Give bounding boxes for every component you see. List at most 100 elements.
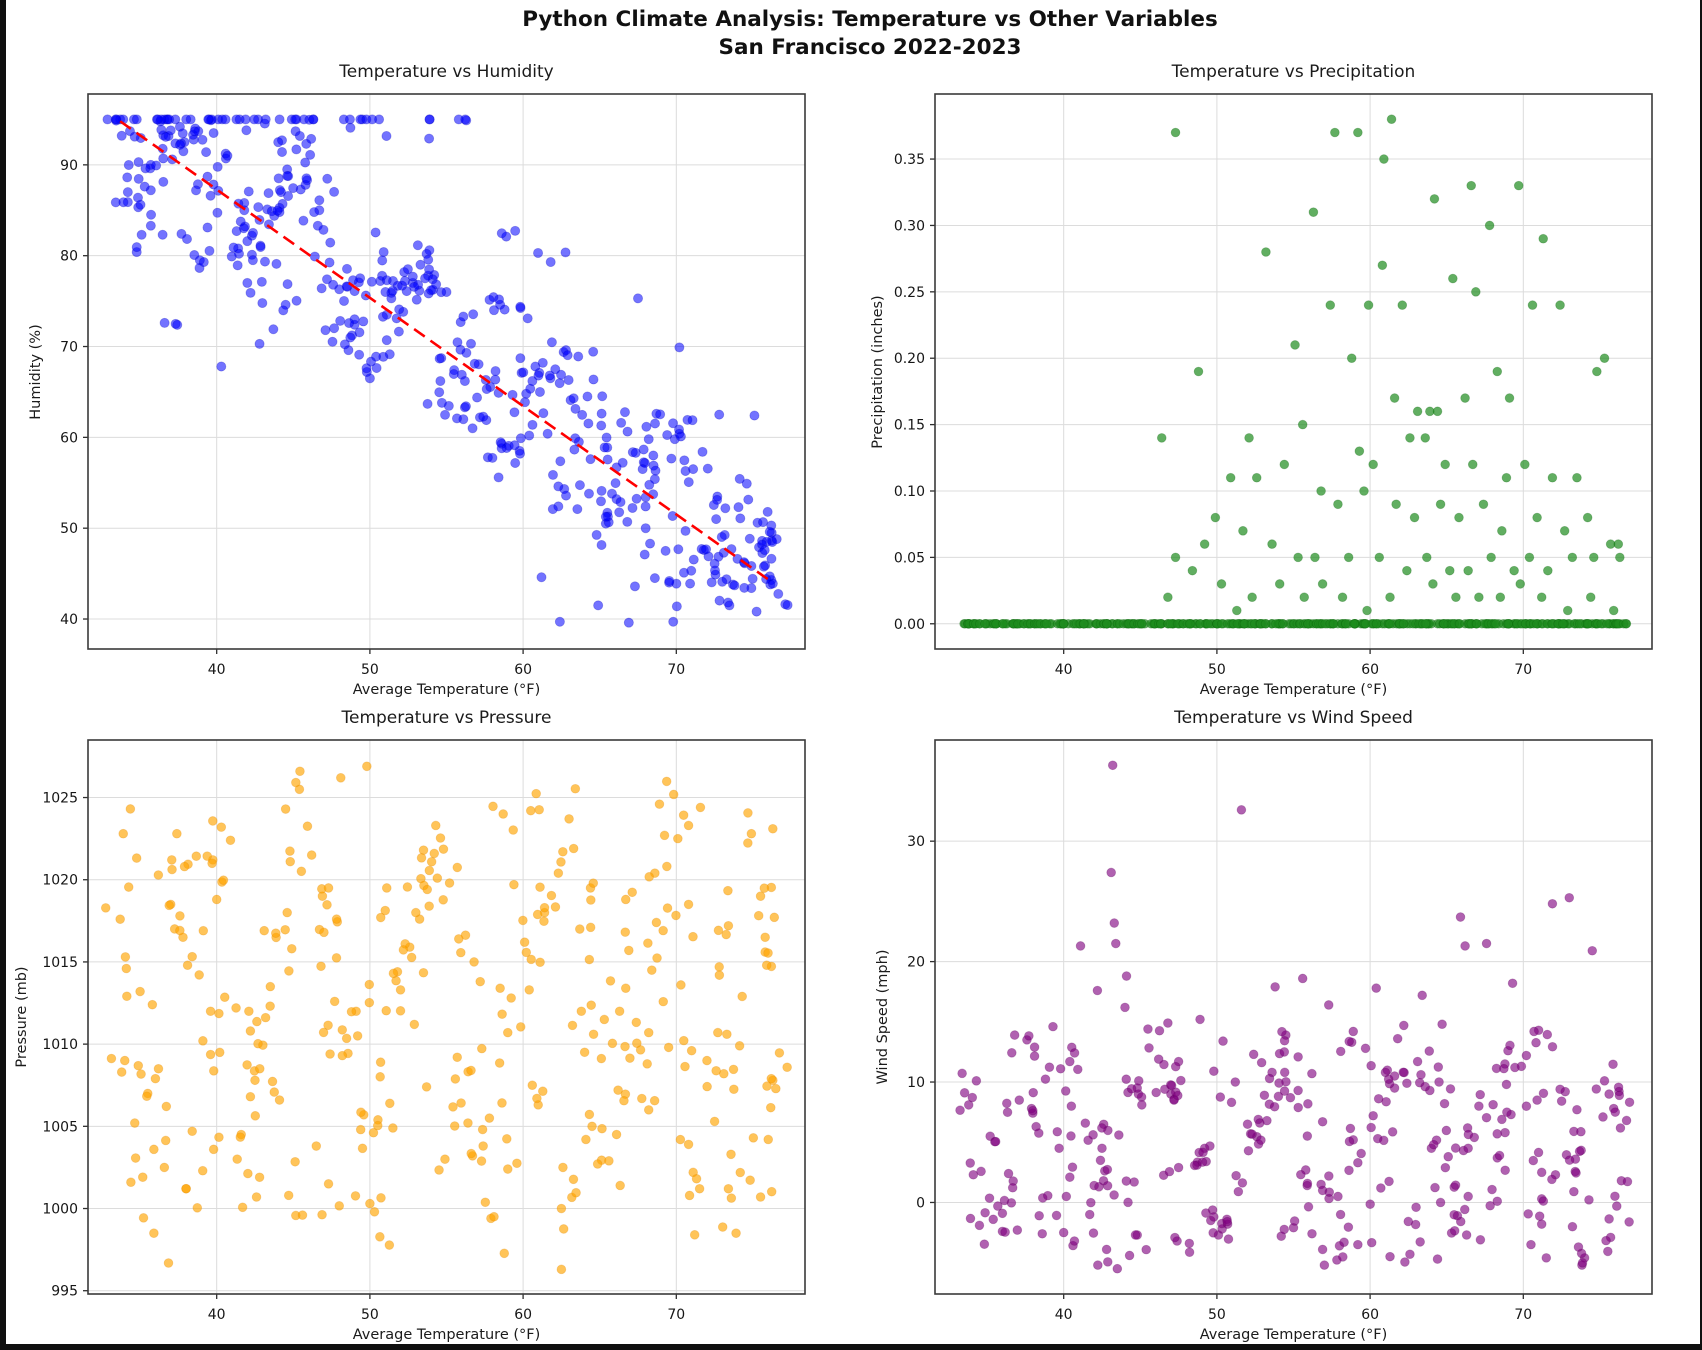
scatter-point xyxy=(1343,1222,1354,1232)
scatter-point xyxy=(282,279,293,290)
scatter-point xyxy=(424,133,435,144)
scatter-point xyxy=(495,437,506,448)
scatter-point xyxy=(585,922,596,933)
scatter-point xyxy=(1494,1150,1505,1161)
scatter-point xyxy=(309,251,320,262)
scatter-point xyxy=(1209,1066,1219,1076)
scatter-point xyxy=(671,601,682,612)
scatter-point xyxy=(341,1033,352,1044)
scatter-point xyxy=(1279,1035,1290,1046)
scatter-point xyxy=(1411,1202,1421,1213)
scatter-point xyxy=(766,1073,777,1084)
scatter-point xyxy=(285,856,296,867)
scatter-point xyxy=(172,828,182,839)
scatter-point xyxy=(495,983,505,994)
scatter-point xyxy=(440,409,451,420)
scatter-point xyxy=(680,1061,690,1072)
scatter-point xyxy=(632,1038,642,1049)
scatter-point xyxy=(630,447,641,458)
scatter-point xyxy=(1236,805,1247,815)
scatter-point xyxy=(1242,1119,1253,1129)
scatter-point xyxy=(371,362,382,373)
scatter-point xyxy=(713,551,724,562)
scatter-point xyxy=(515,301,526,312)
scatter-point xyxy=(291,144,302,155)
scatter-point xyxy=(1451,592,1461,603)
scatter-point xyxy=(1143,1024,1153,1034)
scatter-point xyxy=(1107,760,1118,771)
scatter-point xyxy=(684,1190,695,1201)
scatter-point xyxy=(1302,1131,1313,1141)
scatter-point xyxy=(1084,1209,1095,1220)
scatter-point xyxy=(317,1209,327,1220)
scatter-point xyxy=(568,393,579,404)
scatter-point xyxy=(595,496,606,507)
scatter-point xyxy=(1185,618,1195,629)
scatter-point xyxy=(1513,180,1524,191)
scatter-point xyxy=(1014,1095,1025,1105)
scatter-point xyxy=(1065,1056,1075,1067)
scatter-point xyxy=(329,996,340,1007)
scatter-point xyxy=(524,430,535,441)
scatter-point xyxy=(152,114,163,125)
scatter-point xyxy=(510,458,521,469)
scatter-point xyxy=(381,275,392,286)
scatter-point xyxy=(515,353,526,364)
scatter-point xyxy=(620,927,631,937)
scatter-point xyxy=(116,130,127,141)
scatter-point xyxy=(521,947,532,958)
scatter-point xyxy=(1123,1197,1133,1208)
scatter-point xyxy=(436,287,447,298)
scatter-point xyxy=(294,130,305,141)
scatter-point xyxy=(1256,1057,1267,1068)
scatter-point xyxy=(1299,592,1310,603)
scatter-point xyxy=(971,1076,982,1086)
scatter-point xyxy=(714,970,725,980)
subplot-title-pressure: Temperature vs Pressure xyxy=(341,708,552,728)
scatter-point xyxy=(535,882,545,892)
scatter-point xyxy=(1037,1228,1048,1239)
scatter-point xyxy=(502,1027,513,1038)
scatter-point xyxy=(735,513,746,524)
scatter-point xyxy=(187,951,197,962)
scatter-point xyxy=(285,846,295,856)
scatter-point xyxy=(1466,180,1477,191)
scatter-point xyxy=(1471,618,1482,629)
scatter-point xyxy=(290,1156,300,1167)
scatter-point xyxy=(1450,1143,1461,1153)
scatter-point xyxy=(302,821,313,832)
scatter-point xyxy=(687,415,698,426)
scatter-point xyxy=(1003,1168,1014,1179)
scatter-point xyxy=(1571,1168,1581,1178)
scatter-point xyxy=(638,444,649,455)
scatter-point xyxy=(375,1057,386,1068)
scatter-point xyxy=(596,408,607,419)
scatter-point xyxy=(131,853,142,863)
scatter-point xyxy=(298,215,309,226)
scatter-point xyxy=(591,529,602,540)
y-tick-label: 0.05 xyxy=(894,550,925,566)
scatter-point xyxy=(415,259,426,270)
scatter-point xyxy=(260,1012,271,1023)
scatter-point xyxy=(668,418,679,429)
scatter-point xyxy=(1440,1162,1451,1173)
scatter-point xyxy=(1075,941,1086,951)
scatter-point xyxy=(1474,1101,1484,1111)
scatter-point xyxy=(1267,539,1277,549)
scatter-point xyxy=(273,137,284,148)
scatter-point xyxy=(627,502,638,513)
scatter-point xyxy=(469,358,480,369)
scatter-point xyxy=(365,1198,375,1209)
scatter-point xyxy=(354,349,365,360)
scatter-point xyxy=(711,514,722,525)
scatter-point xyxy=(435,376,446,387)
scatter-point xyxy=(744,533,755,544)
scatter-point xyxy=(1433,1062,1444,1072)
scatter-point xyxy=(1386,114,1397,125)
scatter-point xyxy=(763,1134,774,1145)
scatter-point xyxy=(1121,971,1132,981)
scatter-point xyxy=(1209,1212,1219,1222)
scatter-point xyxy=(588,1029,599,1040)
scatter-point xyxy=(957,1068,967,1079)
scatter-point xyxy=(422,884,433,895)
